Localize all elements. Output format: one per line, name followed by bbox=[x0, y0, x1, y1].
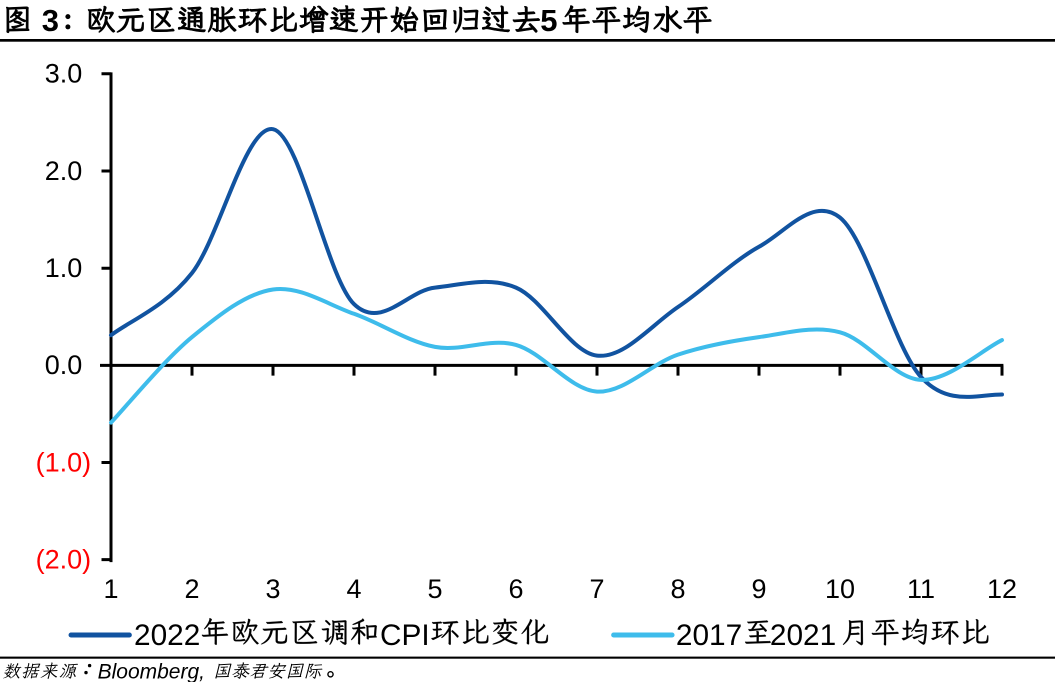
svg-text:5: 5 bbox=[427, 574, 442, 604]
svg-text:5: 5 bbox=[540, 3, 557, 38]
svg-text:2017: 2017 bbox=[676, 619, 742, 652]
svg-text:9: 9 bbox=[751, 574, 766, 604]
svg-text:3: 3 bbox=[42, 3, 59, 38]
svg-text:2.0: 2.0 bbox=[45, 156, 83, 186]
svg-text:10: 10 bbox=[825, 574, 855, 604]
svg-text:11: 11 bbox=[907, 574, 935, 604]
svg-text:3.0: 3.0 bbox=[45, 59, 83, 89]
svg-text:1.0: 1.0 bbox=[45, 253, 83, 283]
svg-text:1: 1 bbox=[103, 574, 118, 604]
svg-text:6: 6 bbox=[508, 574, 523, 604]
svg-text:(2.0): (2.0) bbox=[36, 544, 92, 574]
svg-text:CPI: CPI bbox=[380, 619, 430, 652]
svg-text:0.0: 0.0 bbox=[45, 350, 83, 380]
svg-text:Bloomberg,: Bloomberg, bbox=[98, 661, 205, 682]
svg-text:12: 12 bbox=[987, 574, 1017, 604]
svg-text:4: 4 bbox=[346, 574, 361, 604]
svg-text:2022: 2022 bbox=[134, 619, 200, 652]
svg-text:(1.0): (1.0) bbox=[36, 447, 92, 477]
svg-text:2021: 2021 bbox=[770, 619, 836, 652]
svg-text:2: 2 bbox=[184, 574, 199, 604]
svg-text:3: 3 bbox=[265, 574, 280, 604]
svg-text:7: 7 bbox=[589, 574, 604, 604]
svg-text:8: 8 bbox=[670, 574, 685, 604]
